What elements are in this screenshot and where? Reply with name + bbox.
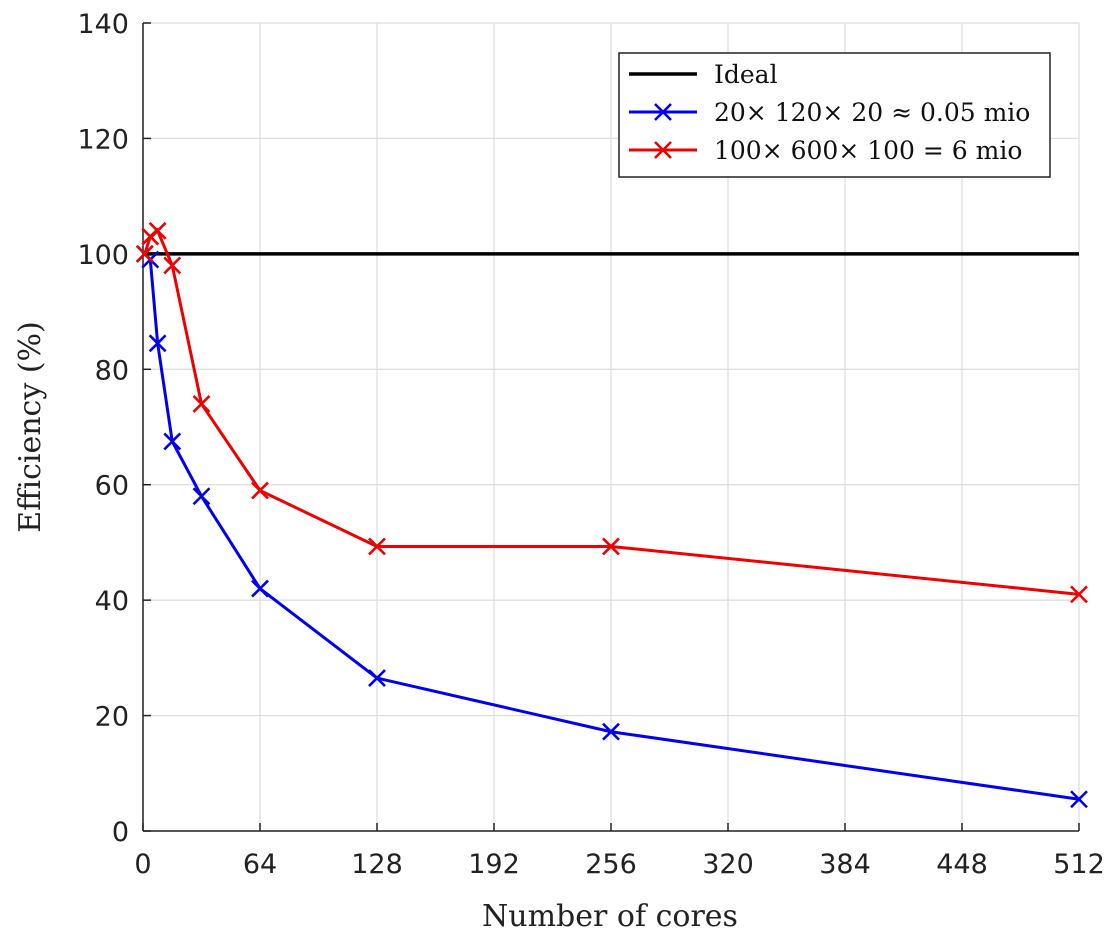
marker-stroke [192,487,211,506]
data-point [602,537,620,556]
y-tick-label: 80 [95,355,129,386]
x-tick-label: 384 [819,849,871,880]
legend-label: 20× 120× 20 ≈ 0.05 mio [714,98,1030,127]
x-tick-label: 0 [134,849,151,880]
data-point [1070,585,1088,604]
plot-frame [142,22,1080,832]
x-tick-label: 256 [585,849,637,880]
legend: Ideal 20× 120× 20 ≈ 0.05 mio 100× 600× 100… [618,52,1051,178]
tick-labels: 0 64 128 192 256 320 384 448 512 0 20 40 60 80 100 120 1… [77,9,1104,880]
legend-marker [654,103,672,121]
marker-stroke [251,481,269,500]
legend-item: 20× 120× 20 ≈ 0.05 mio [629,98,1030,127]
y-tick-label: 20 [95,702,129,733]
y-axis-label: Efficiency (%) [13,321,48,532]
data-point [163,432,182,451]
series-1 [135,244,1088,809]
data-point [135,244,154,263]
legend-item: Ideal [629,60,778,89]
legend-item: 100× 600× 100 = 6 mio [629,136,1022,165]
y-tick-label: 140 [77,9,129,40]
data-point [368,537,386,556]
x-tick-label: 64 [243,849,277,880]
marker-stroke [135,244,154,263]
data-point [1070,790,1088,809]
data-point [192,487,211,506]
marker-stroke [148,221,167,240]
data-point [148,334,167,353]
marker-stroke [192,394,211,413]
x-tick-label: 448 [936,849,988,880]
marker-stroke [163,256,182,275]
x-tick-label: 320 [702,849,754,880]
y-tick-label: 120 [77,124,129,155]
x-tick-label: 512 [1053,849,1105,880]
marker-stroke [368,669,386,687]
marker-stroke [148,334,167,353]
data-point [251,481,269,500]
marker-stroke [602,537,620,556]
data-point [148,221,167,240]
series-line [143,252,1080,801]
marker-stroke [654,141,672,159]
y-tick-label: 100 [77,240,129,271]
marker-stroke [1070,790,1088,809]
series-2 [135,221,1088,604]
x-axis-label: Number of cores [482,899,738,934]
data-point [192,394,211,413]
y-tick-label: 40 [95,586,129,617]
marker-stroke [654,103,672,121]
marker-stroke [251,579,269,598]
marker-stroke [368,537,386,556]
marker-stroke [602,722,620,741]
marker-stroke [163,432,182,451]
y-tick-label: 0 [112,817,129,848]
legend-marker [654,141,672,159]
x-tick-label: 128 [351,849,403,880]
legend-label: Ideal [714,60,778,89]
data-point [251,579,269,598]
data-point [368,669,386,687]
x-tick-label: 192 [468,849,520,880]
data-point [163,256,182,275]
data-point [602,722,620,741]
y-tick-label: 60 [95,471,129,502]
series-line [143,229,1080,596]
marker-stroke [1070,585,1088,604]
legend-label: 100× 600× 100 = 6 mio [714,136,1022,165]
series-layer [135,221,1088,809]
